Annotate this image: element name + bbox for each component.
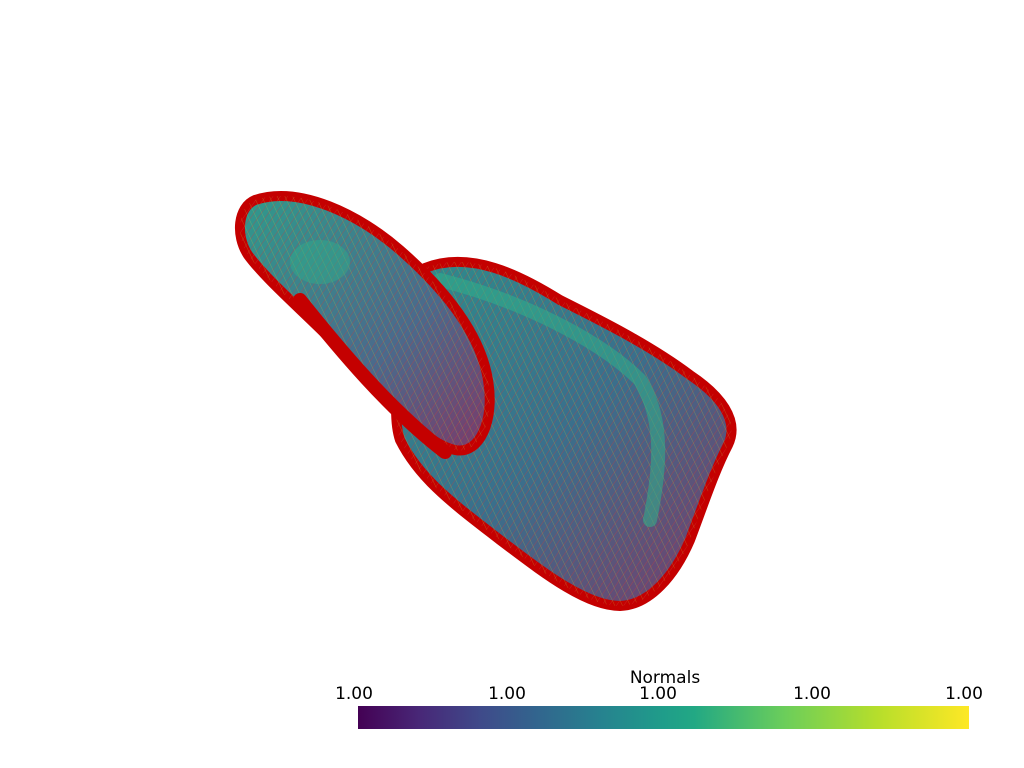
- scalar-bar-tick-label: 1.00: [793, 684, 831, 704]
- scalar-bar-tick-label: 1.00: [488, 684, 526, 704]
- mesh-finger: [234, 191, 495, 459]
- scalar-bar-title: Normals: [629, 668, 701, 688]
- scalar-bar-tick-label: 1.00: [945, 684, 983, 704]
- scalar-bar-tick-label: 1.00: [335, 684, 373, 704]
- scalar-bar-tick-label: 1.00: [639, 684, 677, 704]
- scalar-bar-colorbar: [358, 706, 969, 729]
